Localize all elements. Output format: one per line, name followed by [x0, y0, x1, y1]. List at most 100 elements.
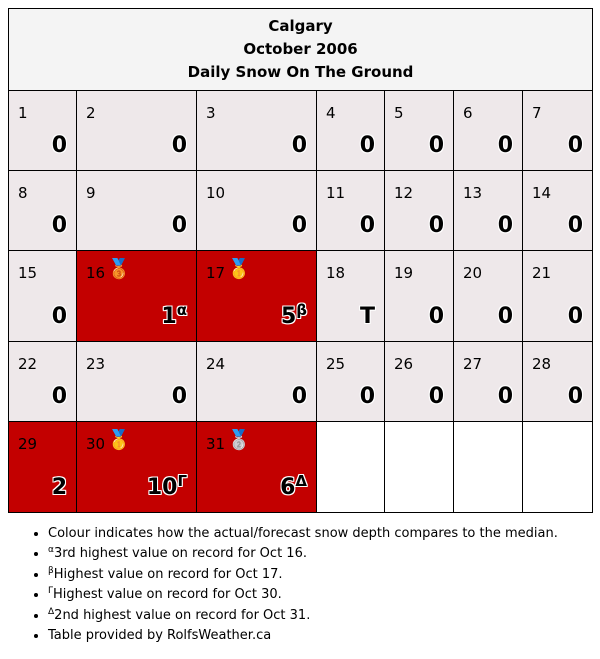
month-title: October 2006	[243, 40, 358, 58]
footnote-marker: Δ	[295, 472, 307, 490]
snow-depth-value: 0	[171, 133, 187, 158]
snow-depth-value: 0	[428, 384, 444, 409]
snow-depth-value: 0	[171, 213, 187, 238]
snow-depth-value: 0	[359, 133, 375, 158]
day-number: 10	[206, 184, 226, 202]
snow-depth-value: 10Γ	[146, 472, 187, 501]
snow-depth-value: 0	[497, 133, 513, 158]
calendar-week-row: 29 2 30 🥇 10Γ 31 🥈 6Δ	[8, 421, 594, 513]
calendar-header: Calgary October 2006 Daily Snow On The G…	[7, 8, 594, 91]
day-number: 21	[532, 264, 552, 282]
city-title: Calgary	[268, 17, 333, 35]
snow-depth-value: 0	[359, 213, 375, 238]
calendar-week-row: 8 0 9 0 10 0 11 0 12 0 13 0 14 0	[8, 170, 594, 251]
day-number: 30	[86, 435, 106, 453]
day-number: 1	[18, 104, 28, 122]
snow-depth-value: 0	[291, 384, 307, 409]
snow-depth-value: 0	[428, 133, 444, 158]
day-number: 16	[86, 264, 106, 282]
calendar-week-row: 22 0 23 0 24 0 25 0 26 0 27 0 28 0	[8, 341, 594, 422]
footnote-marker: β	[48, 565, 54, 576]
footnote-marker: Γ	[177, 472, 187, 490]
empty-day-cell	[384, 421, 454, 513]
day-cell: 18 T	[316, 250, 385, 342]
snow-calendar-table: Calgary October 2006 Daily Snow On The G…	[7, 8, 594, 513]
footnote-item: Table provided by RolfsWeather.ca	[48, 626, 558, 646]
day-cell: 26 0	[384, 341, 454, 422]
day-number: 24	[206, 355, 226, 373]
empty-day-cell	[521, 421, 594, 513]
day-number: 20	[463, 264, 483, 282]
day-cell: 23 0	[76, 341, 197, 422]
day-cell: 28 0	[521, 341, 594, 422]
day-cell: 31 🥈 6Δ	[196, 421, 317, 513]
day-number: 11	[326, 184, 346, 202]
footnote-marker: β	[296, 301, 307, 319]
day-number: 31	[206, 435, 226, 453]
footnote-marker: Γ	[48, 586, 54, 597]
footnote-text: Highest value on record for Oct 17.	[53, 566, 283, 582]
day-cell: 21 0	[521, 250, 594, 342]
snow-depth-value: T	[359, 304, 375, 329]
medal-icon: 🥇	[107, 429, 131, 451]
snow-depth-value: 0	[291, 213, 307, 238]
snow-depth-value: 0	[567, 384, 584, 409]
day-cell: 15 0	[8, 250, 77, 342]
snow-depth-value: 0	[497, 213, 513, 238]
day-number: 29	[18, 435, 38, 453]
footnote-item: βHighest value on record for Oct 17.	[48, 565, 558, 585]
snow-depth-value: 6Δ	[280, 472, 307, 501]
footnote-text: Highest value on record for Oct 30.	[53, 587, 282, 603]
footnote-marker: α	[176, 301, 187, 319]
snow-depth-value: 0	[291, 133, 307, 158]
day-cell: 19 0	[384, 250, 454, 342]
day-number: 13	[463, 184, 483, 202]
snow-depth-value: 5β	[280, 301, 307, 330]
footnote-text: 2nd highest value on record for Oct 31.	[54, 607, 311, 623]
snow-depth-value: 2	[51, 475, 67, 500]
snow-depth-value: 0	[51, 213, 67, 238]
day-number: 28	[532, 355, 552, 373]
footnote-item: α3rd highest value on record for Oct 16.	[48, 544, 558, 564]
day-cell: 22 0	[8, 341, 77, 422]
day-cell: 14 0	[521, 170, 594, 251]
day-cell: 17 🥇 5β	[196, 250, 317, 342]
day-number: 4	[326, 104, 336, 122]
snow-depth-value: 0	[171, 384, 187, 409]
day-cell: 11 0	[316, 170, 385, 251]
day-cell: 13 0	[453, 170, 523, 251]
day-number: 25	[326, 355, 346, 373]
footnote-text: Table provided by RolfsWeather.ca	[48, 628, 272, 644]
snow-depth-value: 0	[567, 304, 584, 329]
day-number: 8	[18, 184, 28, 202]
day-cell: 25 0	[316, 341, 385, 422]
day-cell: 10 0	[196, 170, 317, 251]
footnotes-list: Colour indicates how the actual/forecast…	[8, 524, 558, 646]
day-number: 22	[18, 355, 38, 373]
day-number: 18	[326, 264, 346, 282]
snow-depth-value: 1α	[161, 301, 187, 330]
snow-depth-value: 0	[428, 213, 444, 238]
footnote-item: Colour indicates how the actual/forecast…	[48, 524, 558, 544]
day-cell: 20 0	[453, 250, 523, 342]
footnote-text: Colour indicates how the actual/forecast…	[48, 526, 558, 541]
footnote-item: Δ2nd highest value on record for Oct 31.	[48, 606, 558, 626]
day-number: 27	[463, 355, 483, 373]
day-number: 5	[394, 104, 404, 122]
day-cell: 24 0	[196, 341, 317, 422]
empty-day-cell	[453, 421, 523, 513]
metric-title: Daily Snow On The Ground	[187, 63, 414, 81]
day-cell: 30 🥇 10Γ	[76, 421, 197, 513]
medal-icon: 🥇	[227, 258, 251, 280]
footnote-marker: α	[48, 545, 54, 556]
snow-depth-value: 0	[497, 384, 513, 409]
snow-depth-value: 0	[567, 213, 584, 238]
